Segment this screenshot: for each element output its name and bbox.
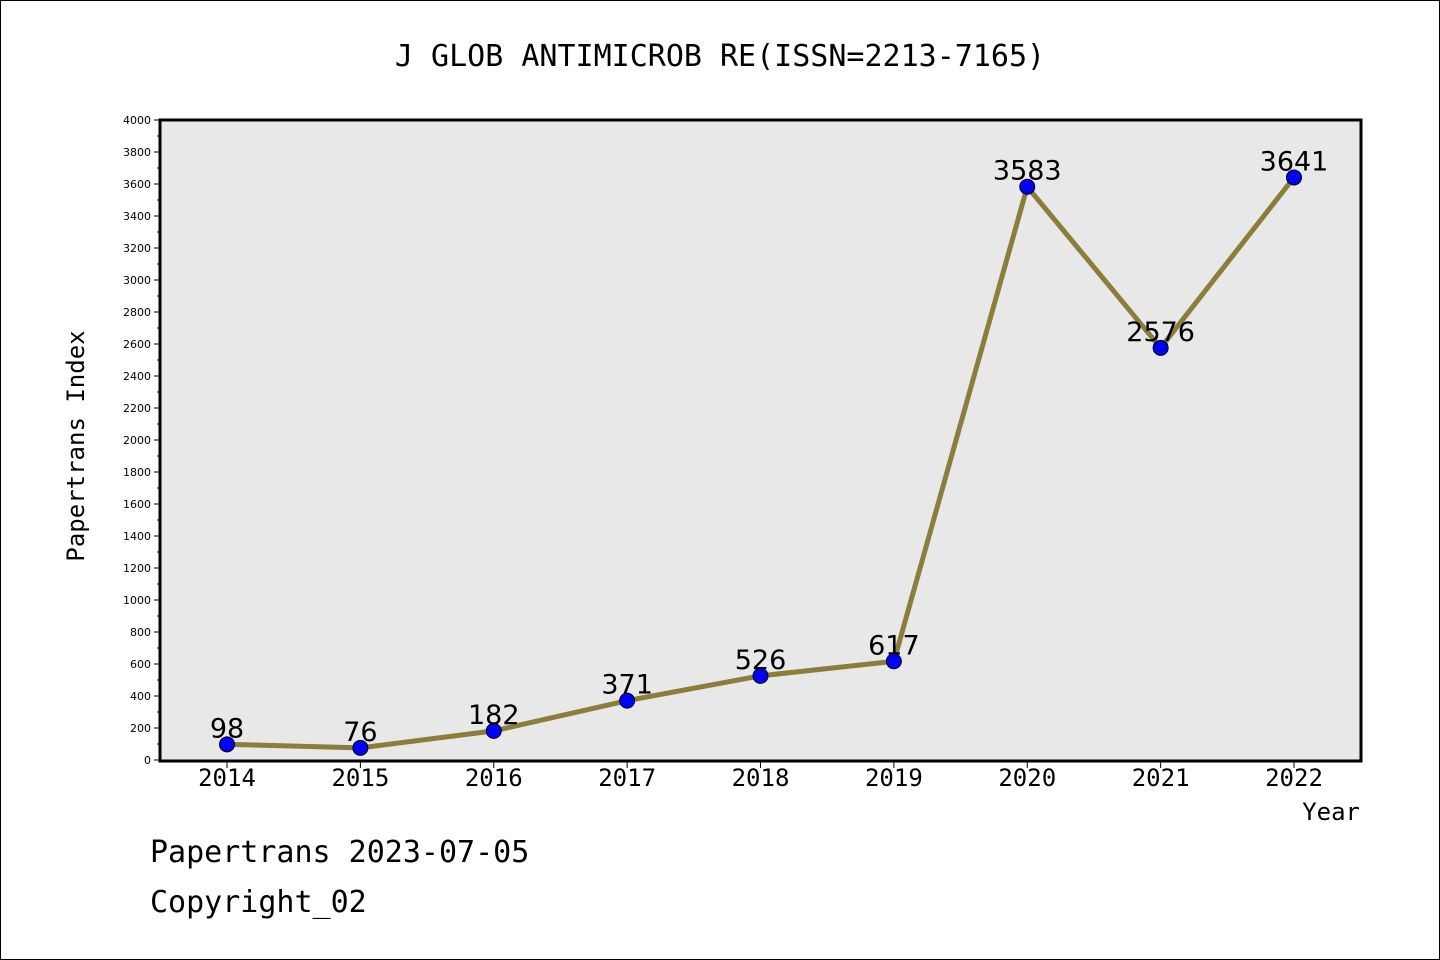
y-tick-label: 200	[130, 722, 151, 735]
y-axis-label: Papertrans Index	[62, 330, 90, 561]
y-tick-label: 1200	[123, 562, 151, 575]
data-point	[1152, 339, 1169, 356]
y-tick-label: 3400	[123, 210, 151, 223]
y-tick-label: 1000	[123, 594, 151, 607]
y-tick-label: 3200	[123, 242, 151, 255]
plot-area	[158, 118, 1363, 763]
y-tick-label: 3800	[123, 146, 151, 159]
y-tick-label: 600	[130, 658, 151, 671]
x-tick-label: 2014	[198, 764, 256, 792]
data-point	[1286, 169, 1302, 186]
y-tick-label: 2800	[123, 306, 151, 319]
y-tick-label: 4000	[123, 114, 151, 127]
y-tick-label: 1400	[123, 530, 151, 543]
data-point	[219, 736, 235, 753]
data-label: 2576	[1126, 317, 1195, 348]
data-point	[885, 653, 902, 670]
y-tick-label: 0	[144, 754, 151, 767]
y-tick-label: 2200	[123, 402, 151, 415]
chart-title: J GLOB ANTIMICROB RE(ISSN=2213-7165)	[395, 39, 1045, 74]
x-tick-label: 2021	[1132, 764, 1190, 792]
data-point	[752, 667, 769, 684]
y-tick-label: 2600	[123, 338, 151, 351]
x-tick-label: 2017	[598, 764, 656, 792]
data-label: 3583	[993, 156, 1062, 187]
data-point	[485, 722, 502, 739]
data-label: 3641	[1260, 146, 1329, 177]
y-axis: 0 200 400 600 800 1000 1200 1400 1600 1800 2000 220…	[123, 114, 160, 767]
y-tick-label: 1800	[123, 466, 151, 479]
x-tick-label: 2015	[331, 764, 389, 792]
x-tick-label: 2019	[865, 764, 923, 792]
data-label: 526	[735, 645, 787, 676]
y-tick-label: 2400	[123, 370, 151, 383]
y-tick-label: 2000	[123, 434, 151, 447]
x-tick-label: 2022	[1265, 764, 1323, 792]
y-tick-label: 3000	[123, 274, 151, 287]
y-tick-label: 1600	[123, 498, 151, 511]
x-tick-label: 2016	[465, 764, 523, 792]
y-tick-label: 400	[130, 690, 151, 703]
x-axis: 2014 2015 2016 2017 2018 2019 2020 2021 2022	[198, 760, 1323, 792]
data-point	[352, 739, 369, 756]
data-label: 76	[343, 717, 377, 748]
y-tick-label: 3600	[123, 178, 151, 191]
data-label: 617	[868, 630, 920, 661]
y-tick-label: 800	[130, 626, 151, 639]
x-tick-label: 2018	[732, 764, 790, 792]
series-layer: 98 76 182 371 526 617 3583 2576 3641	[210, 146, 1329, 756]
data-label: 182	[468, 700, 520, 731]
x-axis-label: Year	[1302, 798, 1360, 826]
footer-date: Papertrans 2023-07-05	[150, 835, 530, 870]
x-tick-label: 2020	[998, 764, 1056, 792]
data-label: 371	[601, 670, 653, 701]
data-label: 98	[210, 713, 244, 744]
data-point	[619, 692, 636, 709]
footer-copyright: Copyright_02	[150, 885, 367, 920]
data-point	[1019, 178, 1036, 195]
